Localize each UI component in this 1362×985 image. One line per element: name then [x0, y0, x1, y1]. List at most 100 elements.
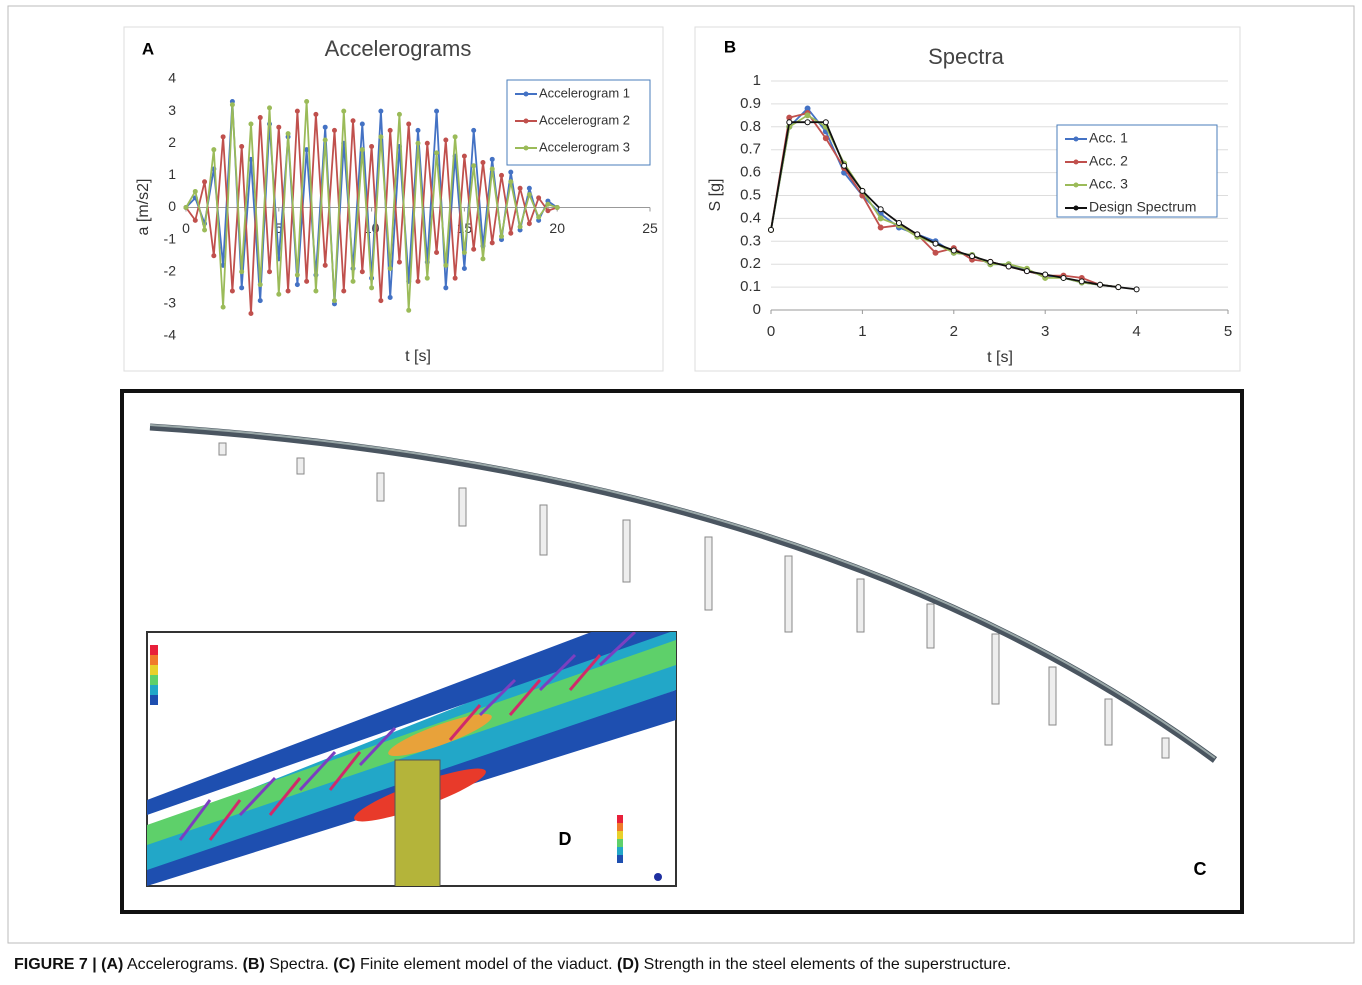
y-tick-label: 0.1 — [740, 278, 761, 295]
data-point — [239, 143, 245, 149]
data-point — [378, 108, 384, 114]
x-axis-label: t [s] — [987, 349, 1013, 366]
y-tick-label: -1 — [164, 230, 177, 246]
data-point — [471, 127, 477, 133]
data-point — [950, 247, 957, 254]
y-tick-label: 0.5 — [740, 186, 761, 203]
caption-text: Accelerograms. — [126, 956, 239, 973]
data-point — [1023, 268, 1030, 275]
data-point — [285, 131, 291, 137]
data-point — [248, 121, 254, 127]
data-point — [786, 119, 793, 126]
y-tick-label: 1 — [753, 72, 761, 89]
legend-label: Acc. 1 — [1089, 130, 1128, 146]
legend-swatch-marker — [1073, 182, 1079, 188]
data-point — [471, 246, 477, 252]
legend-label: Accelerogram 3 — [539, 139, 630, 154]
x-tick-label: 3 — [1041, 323, 1049, 340]
data-point — [192, 188, 198, 194]
y-axis-label: a [m/s2] — [135, 179, 152, 236]
x-tick-label: 2 — [950, 323, 958, 340]
data-point — [304, 278, 310, 284]
data-point — [211, 147, 217, 153]
x-tick-label: 1 — [858, 323, 866, 340]
data-point — [229, 288, 235, 294]
data-point — [932, 249, 939, 256]
data-point — [545, 201, 551, 207]
y-tick-label: 0 — [753, 301, 761, 318]
data-point — [545, 208, 551, 214]
data-point — [424, 275, 430, 281]
data-point — [536, 214, 542, 220]
caption-tag: (D) — [616, 956, 640, 973]
legend-swatch-marker — [523, 91, 529, 97]
data-point — [914, 231, 921, 238]
data-point — [517, 185, 523, 191]
caption-text: Strength in the steel elements of the su… — [643, 956, 1011, 973]
data-point — [294, 272, 300, 278]
legend-box — [1056, 124, 1218, 218]
data-point — [202, 179, 208, 185]
data-point — [452, 275, 458, 281]
data-point — [313, 288, 319, 294]
data-point — [276, 291, 282, 297]
data-point — [804, 112, 811, 119]
data-point — [461, 249, 467, 255]
data-point — [895, 219, 902, 226]
caption-tag: (C) — [333, 956, 356, 973]
legend-label: Acc. 3 — [1089, 176, 1128, 192]
data-point — [267, 269, 273, 275]
data-point — [1005, 263, 1012, 270]
x-tick-label: 4 — [1132, 323, 1140, 340]
y-tick-label: 0.3 — [740, 232, 761, 249]
data-point — [1078, 278, 1085, 285]
data-point — [406, 121, 412, 127]
data-point — [202, 227, 208, 233]
data-point — [480, 160, 486, 166]
data-point — [378, 298, 384, 304]
data-point — [1133, 286, 1140, 293]
color-legend — [150, 645, 662, 881]
y-tick-label: 0.6 — [740, 164, 761, 181]
y-tick-label: 4 — [168, 70, 176, 86]
data-point — [1115, 284, 1122, 291]
data-point — [489, 240, 495, 246]
data-point — [932, 240, 939, 247]
y-tick-label: -3 — [164, 295, 177, 311]
x-tick-label: 20 — [549, 220, 565, 236]
data-point — [434, 249, 440, 255]
data-point — [415, 127, 421, 133]
data-point — [350, 118, 356, 124]
data-point — [489, 166, 495, 172]
data-point — [396, 259, 402, 265]
data-point — [350, 278, 356, 284]
data-point — [341, 288, 347, 294]
data-point — [359, 121, 365, 127]
data-point — [508, 230, 514, 236]
figure-frame — [7, 5, 1355, 944]
data-point — [424, 140, 430, 146]
data-point — [877, 215, 884, 222]
data-point — [267, 105, 273, 111]
data-point — [434, 150, 440, 156]
data-point — [877, 224, 884, 231]
data-point — [387, 266, 393, 272]
data-point — [471, 163, 477, 169]
data-point — [387, 127, 393, 133]
legend-swatch-marker — [523, 118, 529, 124]
series-line — [770, 112, 1119, 288]
legend-label: Accelerogram 1 — [539, 85, 630, 100]
data-point — [220, 304, 226, 310]
deck — [149, 423, 1218, 763]
data-point — [1042, 271, 1049, 278]
data-point — [443, 137, 449, 143]
x-axis-label: t [s] — [405, 348, 431, 365]
panel-label: D — [559, 829, 572, 849]
data-point — [359, 269, 365, 275]
data-point — [211, 253, 217, 259]
data-point — [480, 256, 486, 262]
y-tick-label: 0.8 — [740, 118, 761, 135]
data-point — [841, 162, 848, 169]
caption: FIGURE 7 | (A) Accelerograms. (B) Spectr… — [14, 956, 1011, 974]
data-point — [248, 311, 254, 317]
